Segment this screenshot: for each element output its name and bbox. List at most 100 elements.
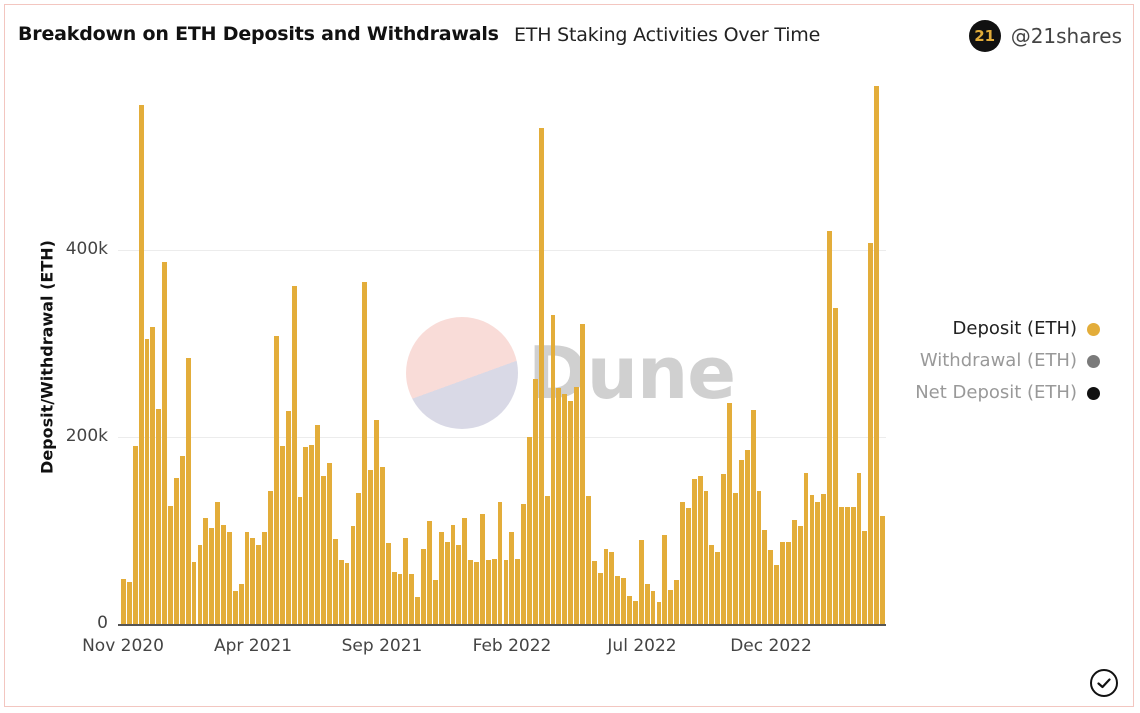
bar[interactable] (173, 478, 179, 624)
bar[interactable] (597, 572, 603, 624)
bar[interactable] (168, 506, 173, 624)
bar[interactable] (485, 560, 491, 624)
bar[interactable] (209, 527, 215, 624)
bar[interactable] (797, 525, 803, 624)
bar[interactable] (733, 493, 738, 624)
bar[interactable] (321, 476, 326, 624)
bar[interactable] (374, 420, 379, 624)
bar[interactable] (662, 535, 668, 624)
bar[interactable] (262, 532, 268, 624)
bar[interactable] (291, 285, 297, 624)
bar[interactable] (550, 315, 556, 624)
bar[interactable] (297, 496, 303, 624)
bar[interactable] (632, 600, 638, 624)
bar[interactable] (315, 424, 321, 624)
bar[interactable] (538, 128, 544, 624)
bar[interactable] (833, 307, 838, 624)
bar[interactable] (527, 437, 532, 624)
bar[interactable] (509, 532, 515, 624)
bar[interactable] (356, 493, 362, 624)
bar[interactable] (644, 583, 650, 624)
bar[interactable] (874, 86, 880, 624)
bar[interactable] (438, 532, 444, 624)
bar[interactable] (838, 507, 844, 624)
bar[interactable] (709, 545, 715, 624)
bar[interactable] (503, 560, 509, 624)
bar[interactable] (338, 560, 344, 624)
bar[interactable] (491, 558, 497, 624)
bar[interactable] (403, 537, 409, 624)
bar[interactable] (615, 576, 621, 624)
bar[interactable] (197, 544, 203, 624)
bar[interactable] (762, 529, 768, 624)
bar[interactable] (244, 532, 250, 624)
bar[interactable] (791, 520, 797, 624)
bar[interactable] (203, 518, 209, 624)
bar[interactable] (497, 502, 503, 624)
bar[interactable] (250, 537, 256, 624)
bar[interactable] (126, 581, 132, 624)
bar[interactable] (344, 563, 350, 624)
bar[interactable] (226, 532, 232, 624)
bar[interactable] (780, 541, 785, 624)
bar[interactable] (332, 538, 338, 624)
bar[interactable] (362, 281, 368, 624)
bar[interactable] (750, 409, 756, 624)
bar[interactable] (591, 561, 597, 624)
bar[interactable] (515, 559, 521, 624)
bar[interactable] (680, 502, 685, 624)
bar[interactable] (232, 591, 238, 624)
bar[interactable] (309, 445, 315, 624)
bar[interactable] (432, 580, 438, 624)
bar[interactable] (179, 455, 185, 624)
bar[interactable] (121, 579, 126, 624)
bar[interactable] (379, 466, 385, 624)
bar[interactable] (303, 447, 309, 624)
bar[interactable] (144, 338, 150, 624)
brand-handle[interactable]: @21shares (1010, 24, 1122, 48)
check-circle-icon[interactable] (1090, 669, 1118, 697)
bar[interactable] (697, 476, 703, 624)
bar[interactable] (191, 562, 197, 624)
bar[interactable] (415, 596, 421, 624)
legend-item-withdrawal[interactable]: Withdrawal (ETH) (915, 345, 1100, 377)
bar[interactable] (238, 583, 244, 624)
bar[interactable] (427, 521, 432, 624)
bar[interactable] (268, 491, 273, 624)
bar[interactable] (221, 524, 226, 624)
bar[interactable] (138, 105, 144, 624)
bar[interactable] (703, 491, 709, 624)
bar[interactable] (603, 549, 609, 624)
bar[interactable] (850, 507, 856, 624)
bar[interactable] (868, 243, 874, 624)
bar[interactable] (326, 463, 332, 624)
bar[interactable] (156, 408, 162, 624)
bar[interactable] (827, 231, 833, 624)
bar[interactable] (574, 386, 579, 624)
bar[interactable] (844, 507, 850, 624)
bar[interactable] (768, 550, 774, 624)
bar[interactable] (691, 479, 697, 624)
bar[interactable] (274, 336, 279, 624)
bar[interactable] (580, 323, 585, 624)
bar[interactable] (668, 590, 674, 624)
bar[interactable] (756, 491, 762, 624)
bar[interactable] (456, 544, 462, 624)
bar[interactable] (474, 562, 479, 624)
legend-item-deposit[interactable]: Deposit (ETH) (915, 313, 1100, 345)
bar[interactable] (544, 495, 550, 624)
bar[interactable] (562, 393, 568, 624)
bar[interactable] (856, 472, 862, 624)
bar[interactable] (409, 574, 415, 624)
bar[interactable] (468, 560, 474, 624)
bar[interactable] (397, 574, 403, 624)
bar[interactable] (721, 474, 727, 624)
bar[interactable] (621, 578, 627, 624)
bar[interactable] (685, 508, 691, 624)
bar[interactable] (738, 460, 744, 624)
bar[interactable] (215, 501, 221, 624)
bar[interactable] (256, 544, 262, 624)
bar[interactable] (556, 388, 562, 624)
bar[interactable] (385, 542, 391, 624)
bar[interactable] (162, 262, 168, 624)
